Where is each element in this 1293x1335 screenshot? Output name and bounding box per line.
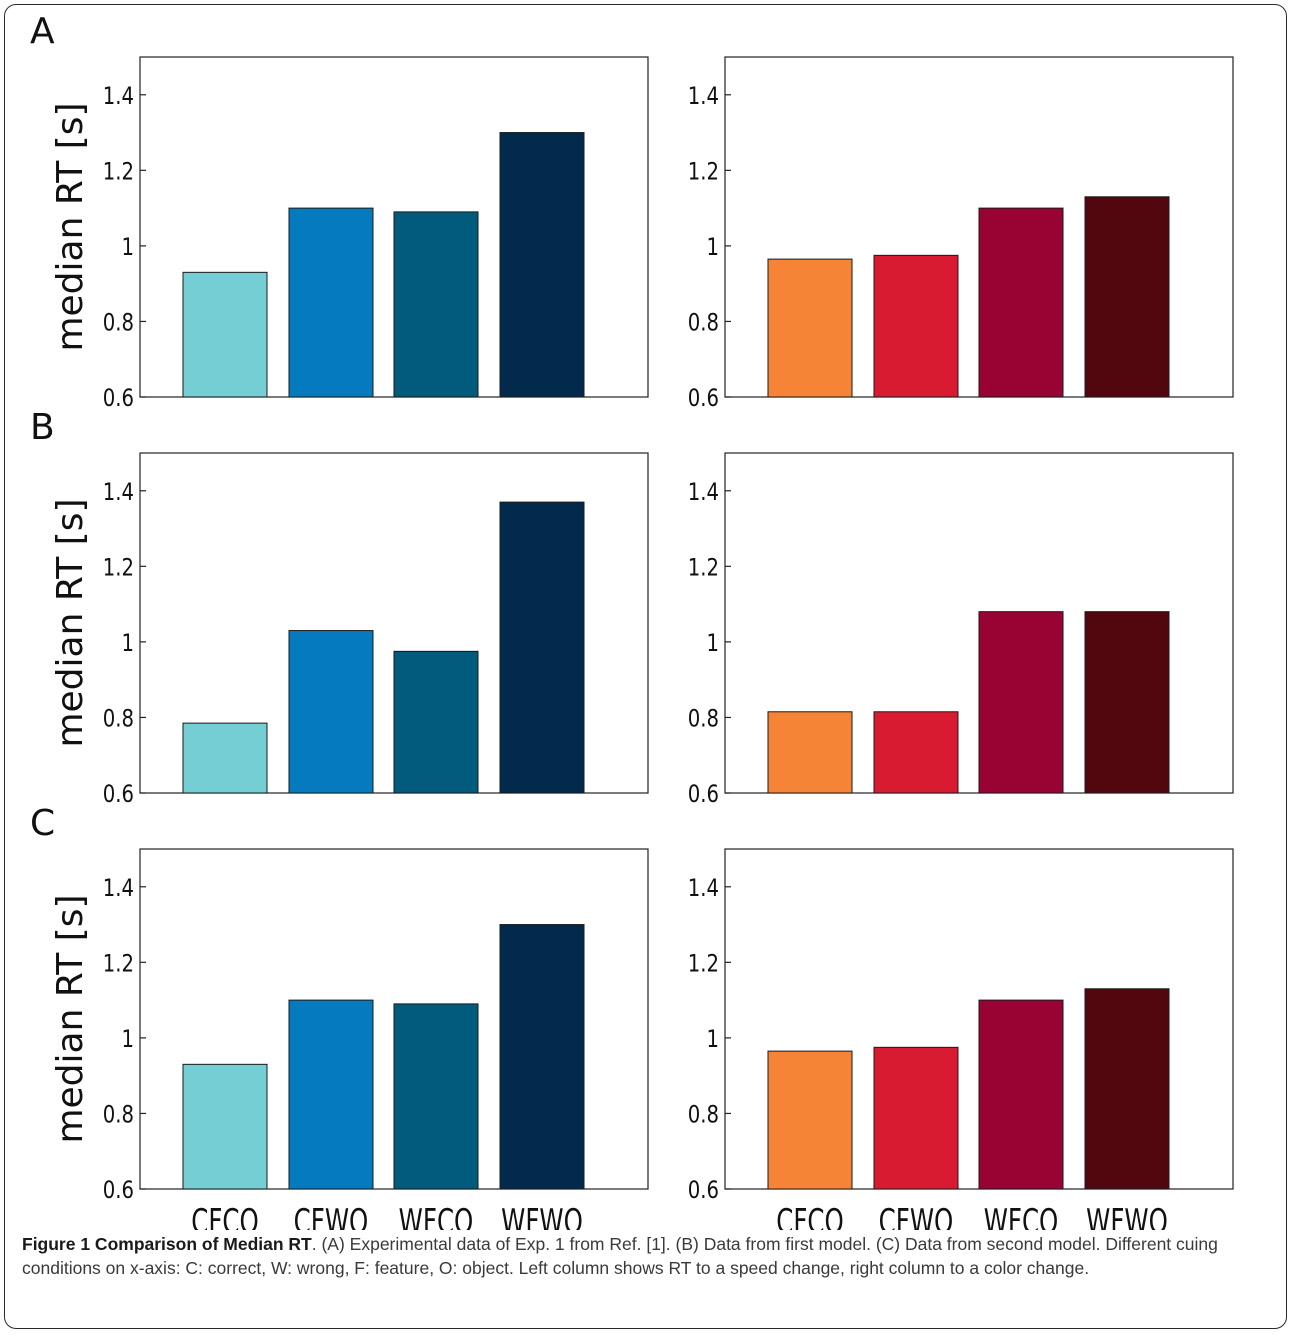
x-tick-label: CFCO bbox=[776, 1202, 844, 1230]
bar-wfwo bbox=[499, 501, 585, 794]
y-tick-label: 1.4 bbox=[103, 479, 134, 506]
figure-charts: 0.6 0.8 1 1.2 1.4 median RT [s] A 0.6 0.8 1 1.2 1.4… bbox=[30, 11, 1234, 1230]
x-tick-label: WFWO bbox=[1086, 1202, 1168, 1230]
y-axis-label: median RT [s] bbox=[50, 498, 91, 747]
x-tick-label: WFCO bbox=[399, 1202, 474, 1230]
y-tick-label: 0.6 bbox=[103, 385, 134, 412]
y-tick-label: 0.6 bbox=[688, 1177, 719, 1204]
bar-cfco bbox=[767, 258, 853, 398]
y-tick-label: 1 bbox=[121, 1026, 134, 1053]
bar-wfwo bbox=[499, 924, 585, 1190]
bar-cfwo bbox=[873, 254, 959, 398]
y-tick-label: 1 bbox=[706, 1026, 719, 1053]
panel-label: C bbox=[30, 803, 55, 844]
x-tick-label: WFWO bbox=[501, 1202, 583, 1230]
y-tick-label: 1.4 bbox=[688, 83, 719, 110]
y-tick-label: 1.2 bbox=[103, 159, 134, 186]
bar-wfco bbox=[393, 211, 479, 398]
y-tick-label: 0.6 bbox=[103, 1177, 134, 1204]
y-tick-label: 0.6 bbox=[688, 781, 719, 808]
y-tick-label: 0.6 bbox=[688, 385, 719, 412]
chart-panel-b-right: 0.6 0.8 1 1.2 1.4 bbox=[688, 452, 1234, 809]
figure-caption: Figure 1 Comparison of Median RT. (A) Ex… bbox=[22, 1232, 1278, 1280]
bar-cfco bbox=[182, 1063, 268, 1190]
y-tick-label: 1.4 bbox=[688, 479, 719, 506]
chart-panel-a-left: 0.6 0.8 1 1.2 1.4 median RT [s] A bbox=[30, 11, 649, 413]
y-tick-label: 1 bbox=[121, 630, 134, 657]
bar-cfco bbox=[182, 271, 268, 398]
bar-wfco bbox=[978, 207, 1064, 398]
y-axis-label: median RT [s] bbox=[50, 102, 91, 351]
caption-title: Figure 1 Comparison of Median RT bbox=[22, 1234, 312, 1254]
bar-cfwo bbox=[288, 207, 374, 398]
bar-cfwo bbox=[873, 1046, 959, 1190]
bar-wfco bbox=[978, 611, 1064, 794]
y-tick-label: 0.8 bbox=[103, 310, 134, 337]
y-tick-label: 1.2 bbox=[103, 555, 134, 582]
bar-wfco bbox=[978, 999, 1064, 1190]
y-tick-label: 0.8 bbox=[103, 706, 134, 733]
y-tick-label: 1 bbox=[706, 234, 719, 261]
y-tick-label: 1 bbox=[706, 630, 719, 657]
chart-panel-c-left: 0.6 0.8 1 1.2 1.4 CFCO CFWO WFCO WFWO median RT [… bbox=[30, 803, 649, 1230]
chart-panel-c-right: 0.6 0.8 1 1.2 1.4 CFCO CFWO WFCO WFWO bbox=[688, 848, 1234, 1230]
y-tick-label: 0.8 bbox=[688, 706, 719, 733]
bar-cfwo bbox=[873, 711, 959, 794]
bar-cfwo bbox=[288, 630, 374, 794]
y-tick-label: 1.4 bbox=[103, 875, 134, 902]
y-axis-label: median RT [s] bbox=[50, 894, 91, 1143]
y-tick-label: 1 bbox=[121, 234, 134, 261]
y-tick-label: 0.8 bbox=[103, 1102, 134, 1129]
bar-wfwo bbox=[1084, 988, 1170, 1190]
y-tick-label: 0.8 bbox=[688, 1102, 719, 1129]
bar-cfco bbox=[182, 722, 268, 794]
x-tick-label: CFWO bbox=[879, 1202, 954, 1230]
y-tick-label: 1.2 bbox=[103, 951, 134, 978]
y-tick-label: 1.4 bbox=[103, 83, 134, 110]
bar-cfwo bbox=[288, 999, 374, 1190]
panel-label: A bbox=[30, 11, 55, 52]
caption-text: . (A) Experimental data of Exp. 1 from R… bbox=[22, 1234, 1218, 1278]
bar-cfco bbox=[767, 711, 853, 794]
bar-wfwo bbox=[1084, 611, 1170, 794]
y-tick-label: 0.6 bbox=[103, 781, 134, 808]
chart-panel-a-right: 0.6 0.8 1 1.2 1.4 bbox=[688, 56, 1234, 413]
x-tick-label: CFCO bbox=[191, 1202, 259, 1230]
bar-wfco bbox=[393, 650, 479, 794]
y-tick-label: 1.2 bbox=[688, 951, 719, 978]
x-tick-label: WFCO bbox=[984, 1202, 1059, 1230]
chart-panel-b-left: 0.6 0.8 1 1.2 1.4 median RT [s] B bbox=[30, 407, 649, 809]
y-tick-label: 1.2 bbox=[688, 555, 719, 582]
bar-wfwo bbox=[499, 132, 585, 398]
bar-wfco bbox=[393, 1003, 479, 1190]
x-tick-label: CFWO bbox=[294, 1202, 369, 1230]
bar-wfwo bbox=[1084, 196, 1170, 398]
panel-label: B bbox=[30, 407, 55, 448]
y-tick-label: 1.4 bbox=[688, 875, 719, 902]
y-tick-label: 0.8 bbox=[688, 310, 719, 337]
bar-cfco bbox=[767, 1050, 853, 1190]
y-tick-label: 1.2 bbox=[688, 159, 719, 186]
